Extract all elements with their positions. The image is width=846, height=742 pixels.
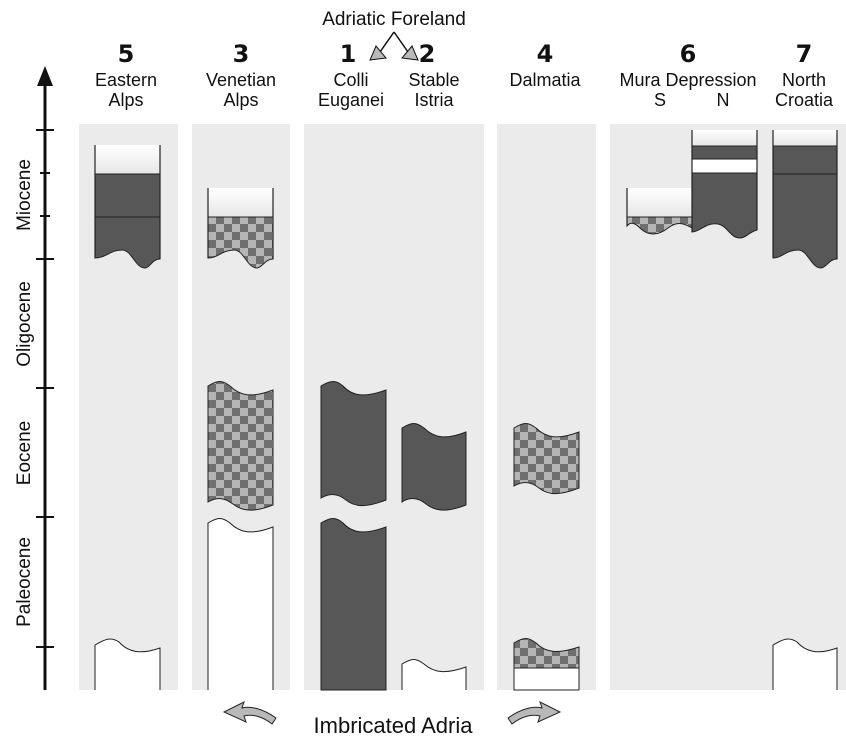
dark-unit: [94, 173, 161, 269]
dark-unit: [772, 145, 838, 269]
checkered-unit: [513, 638, 580, 669]
panel-dalmatia: [497, 124, 596, 690]
epoch-label-paleocene: Paleocene: [14, 537, 35, 627]
column-title: Istria: [414, 90, 454, 110]
column-title: Croatia: [775, 90, 834, 110]
column-stable-istria: [401, 423, 467, 690]
column-number: 1: [340, 40, 357, 68]
column-number: 4: [537, 40, 554, 68]
dark-unit: [691, 172, 758, 239]
time-axis: Miocene Oligocene Eocene Paleocene: [14, 66, 54, 690]
column-title: Mura Depression: [619, 70, 756, 90]
white-unit: [513, 667, 580, 691]
open-top-fade: [773, 130, 837, 146]
dark-unit: [320, 381, 387, 507]
column-number: 7: [796, 40, 813, 68]
column-north-croatia: [772, 130, 838, 690]
adriatic-foreland-label: Adriatic Foreland: [322, 9, 466, 30]
column-title: Alps: [108, 90, 143, 110]
column-number: 5: [118, 40, 135, 68]
column-headers: Adriatic Foreland 5 Eastern Alps 3 Venet…: [95, 9, 834, 110]
column-venetian-alps: [207, 188, 274, 690]
white-unit: [207, 518, 274, 690]
epoch-label-eocene: Eocene: [14, 421, 35, 485]
epoch-label-miocene: Miocene: [14, 159, 35, 231]
column-title: Colli: [333, 70, 368, 90]
foreland-fork-lines: [379, 31, 409, 53]
curved-arrow-right-icon: [507, 701, 562, 725]
column-number: 3: [233, 40, 250, 68]
column-title: Eastern: [95, 70, 157, 90]
column-subtitle-s: S: [654, 90, 666, 110]
column-title: Euganei: [318, 90, 384, 110]
open-top-fade: [95, 145, 160, 175]
column-dalmatia: [513, 423, 580, 691]
column-title: Venetian: [206, 70, 276, 90]
column-number: 6: [680, 40, 697, 68]
open-top-fade: [627, 188, 692, 218]
column-title: Alps: [223, 90, 258, 110]
column-mura-depression: [626, 130, 758, 239]
column-side-lines: [207, 188, 274, 259]
dark-unit: [691, 145, 758, 160]
open-top-fade: [692, 130, 757, 146]
column-number: 2: [419, 40, 436, 68]
checkered-unit: [207, 216, 274, 269]
footer: Imbricated Adria: [222, 701, 562, 738]
white-unit: [401, 659, 467, 690]
dark-unit: [320, 518, 387, 691]
dark-unit: [401, 423, 467, 511]
column-side-lines: [94, 145, 161, 259]
column-side-lines: [691, 130, 758, 232]
column-title: Dalmatia: [509, 70, 581, 90]
white-unit: [772, 638, 838, 690]
checkered-unit: [207, 381, 274, 511]
epoch-label-oligocene: Oligocene: [14, 281, 35, 367]
foreland-arrow-left: [369, 45, 387, 61]
column-side-lines: [772, 130, 838, 259]
white-unit: [94, 638, 161, 690]
axis-arrowhead: [37, 66, 53, 86]
column-title: Stable: [408, 70, 459, 90]
column-colli-euganei: [320, 381, 387, 691]
column-title: North: [782, 70, 826, 90]
foreland-arrow-right: [401, 45, 419, 61]
imbricated-adria-label: Imbricated Adria: [314, 713, 474, 738]
column-eastern-alps: [94, 145, 161, 690]
white-unit: [691, 158, 758, 174]
checkered-unit: [626, 216, 693, 235]
curved-arrow-left-icon: [222, 701, 277, 725]
open-top-fade: [208, 188, 273, 218]
checkered-unit: [513, 423, 580, 495]
column-subtitle-n: N: [717, 90, 730, 110]
